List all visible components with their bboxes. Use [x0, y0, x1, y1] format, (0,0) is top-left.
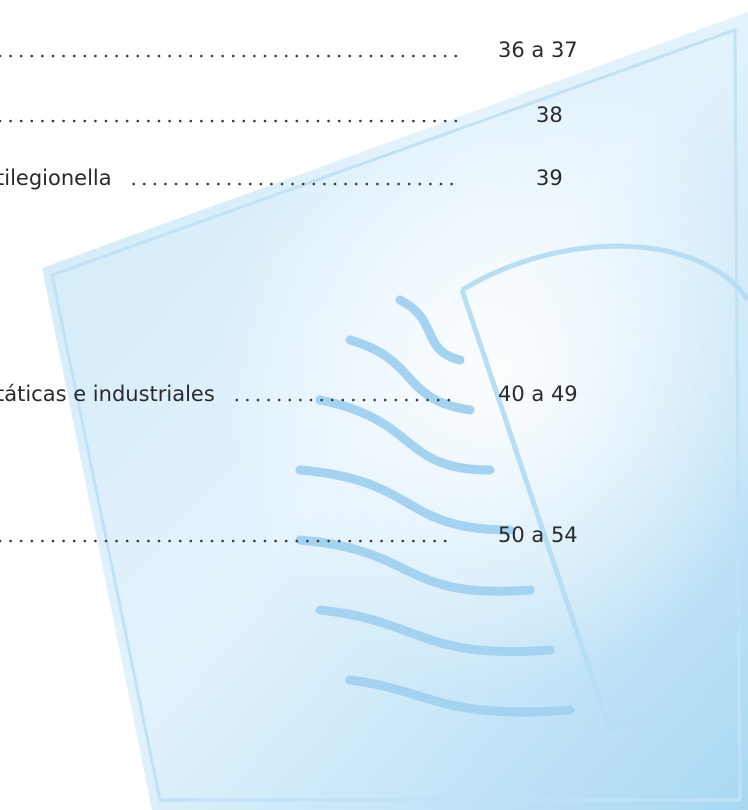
entry-label: tilegionella: [0, 166, 112, 190]
page: 36 a 37 38 tilegionella 39 táticas e industr…: [0, 0, 748, 810]
page-number: 39: [536, 166, 563, 190]
page-number: 40 a 49: [498, 382, 578, 406]
background-decoration: [42, 12, 748, 810]
page-number: 36 a 37: [498, 38, 578, 62]
toc-page: 36 a 37 38 tilegionella 39 táticas e industr…: [0, 0, 748, 810]
page-number: 38: [536, 103, 563, 127]
page-number: 50 a 54: [498, 523, 578, 547]
entry-label: táticas e industriales: [0, 382, 215, 406]
